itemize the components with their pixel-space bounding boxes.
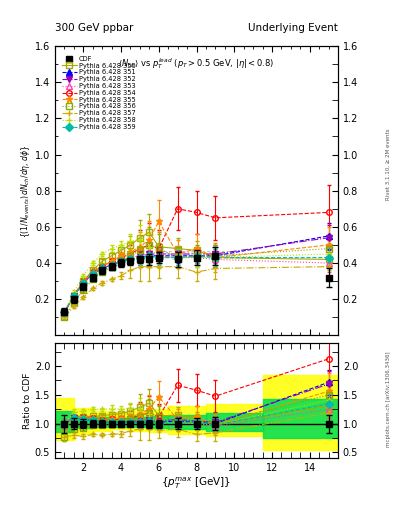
Text: mcplots.cern.ch [arXiv:1306.3436]: mcplots.cern.ch [arXiv:1306.3436] [386, 352, 391, 447]
Y-axis label: Ratio to CDF: Ratio to CDF [23, 372, 32, 429]
Text: CDF_2015_I1388868: CDF_2015_I1388868 [157, 250, 236, 259]
X-axis label: $\{p_T^{max}$ [GeV]$\}$: $\{p_T^{max}$ [GeV]$\}$ [162, 476, 231, 492]
Y-axis label: $\{(1/N_{events})\, dN_{ch}/d\eta,\, d\phi\}$: $\{(1/N_{events})\, dN_{ch}/d\eta,\, d\p… [19, 144, 32, 238]
Legend: CDF, Pythia 6.428 350, Pythia 6.428 351, Pythia 6.428 352, Pythia 6.428 353, Pyt: CDF, Pythia 6.428 350, Pythia 6.428 351,… [61, 55, 136, 131]
Text: Rivet 3.1.10, ≥ 2M events: Rivet 3.1.10, ≥ 2M events [386, 128, 391, 200]
Text: $\langle N_{ch}\rangle$ vs $p_T^{lead}$ ($p_T > 0.5$ GeV, $|\eta| < 0.8$): $\langle N_{ch}\rangle$ vs $p_T^{lead}$ … [118, 56, 275, 71]
Text: 300 GeV ppbar: 300 GeV ppbar [55, 23, 133, 33]
Text: Underlying Event: Underlying Event [248, 23, 338, 33]
